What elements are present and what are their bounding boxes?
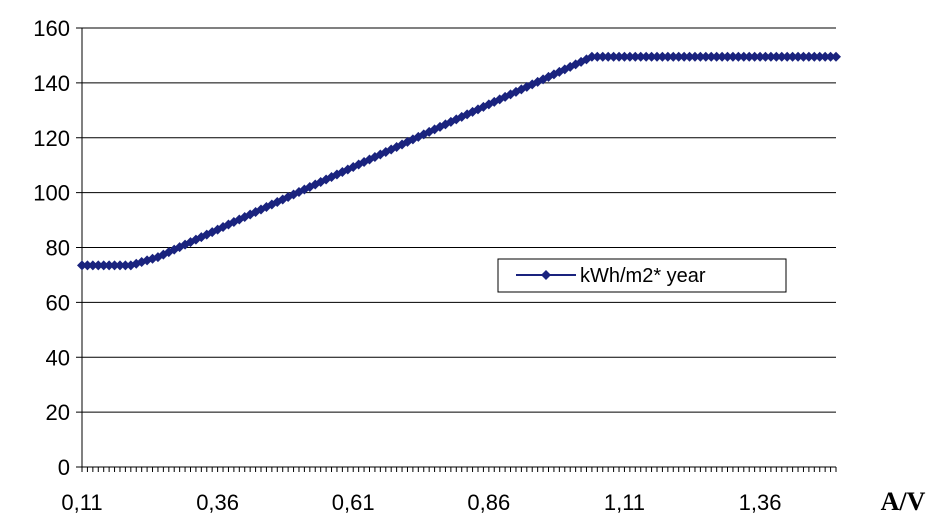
series-marker: [635, 51, 646, 62]
series-marker: [689, 51, 700, 62]
series-marker: [657, 51, 668, 62]
y-tick-label: 160: [33, 16, 70, 41]
series-marker: [820, 51, 831, 62]
series-marker: [749, 51, 760, 62]
series-marker: [87, 260, 98, 271]
series-marker: [646, 51, 657, 62]
series-marker: [803, 51, 814, 62]
series-marker: [614, 51, 625, 62]
legend-label: kWh/m2* year: [580, 265, 706, 287]
y-tick-labels: 0 20 40 60 80 100 120 140 160: [33, 16, 70, 480]
y-tick-label: 120: [33, 126, 70, 151]
series-marker: [77, 260, 87, 271]
series-marker: [744, 51, 755, 62]
series-marker: [765, 51, 776, 62]
series-marker: [624, 51, 635, 62]
series-marker: [760, 51, 771, 62]
series-marker: [679, 51, 690, 62]
series-marker: [641, 51, 652, 62]
series-marker: [787, 51, 798, 62]
series-marker: [662, 51, 673, 62]
series-marker: [120, 260, 131, 271]
series-marker: [109, 260, 120, 271]
series-marker: [706, 51, 717, 62]
series-marker: [771, 51, 782, 62]
y-tick-label: 140: [33, 71, 70, 96]
x-tick-label: 0,11: [61, 490, 102, 515]
series-marker: [673, 51, 684, 62]
series-marker: [695, 51, 706, 62]
series-marker: [597, 51, 608, 62]
series-marker: [798, 51, 809, 62]
series-line: [82, 55, 836, 267]
legend: kWh/m2* year: [497, 258, 787, 293]
y-tick-label: 100: [33, 181, 70, 206]
x-tick-label: 1,11: [604, 490, 645, 515]
series-marker: [424, 126, 435, 137]
series-marker: [668, 51, 679, 62]
y-tick-label: 60: [46, 290, 70, 315]
series-marker: [114, 260, 125, 271]
series-marker: [793, 51, 804, 62]
x-tick-label: 0,36: [196, 490, 239, 515]
series-marker: [733, 51, 744, 62]
series-marker: [717, 51, 728, 62]
series-marker: [711, 51, 722, 62]
x-tick-label: 0,86: [467, 490, 510, 515]
legend-marker: [541, 270, 551, 280]
series-marker: [755, 51, 766, 62]
y-tick-label: 20: [46, 400, 70, 425]
y-tick-label: 0: [58, 455, 70, 480]
series-marker: [82, 260, 93, 271]
series-marker: [98, 260, 109, 271]
series-marker: [722, 51, 733, 62]
x-tick-label: 0,61: [332, 490, 375, 515]
axes: [76, 27, 837, 472]
series-marker: [738, 51, 749, 62]
series-marker: [104, 260, 115, 271]
series: [77, 51, 841, 271]
series-marker: [93, 260, 104, 271]
gridlines: [82, 27, 836, 413]
series-marker: [700, 51, 711, 62]
series-marker: [651, 51, 662, 62]
series-marker: [684, 51, 695, 62]
series-marker: [776, 51, 787, 62]
series-marker: [814, 51, 825, 62]
series-marker: [586, 51, 597, 62]
series-marker: [630, 51, 641, 62]
series-marker: [727, 51, 738, 62]
series-marker: [809, 51, 820, 62]
y-tick-label: 80: [46, 236, 70, 261]
series-marker: [608, 51, 619, 62]
series-marker: [825, 51, 836, 62]
series-marker: [619, 51, 630, 62]
series-marker: [782, 51, 793, 62]
series-marker: [592, 51, 603, 62]
series-marker: [831, 51, 841, 62]
series-marker: [603, 51, 614, 62]
x-tick-labels: 0,11 0,36 0,61 0,86 1,11 1,36: [61, 490, 781, 515]
y-tick-label: 40: [46, 345, 70, 370]
x-tick-label: 1,36: [739, 490, 782, 515]
x-axis-title: A/V: [881, 487, 926, 516]
